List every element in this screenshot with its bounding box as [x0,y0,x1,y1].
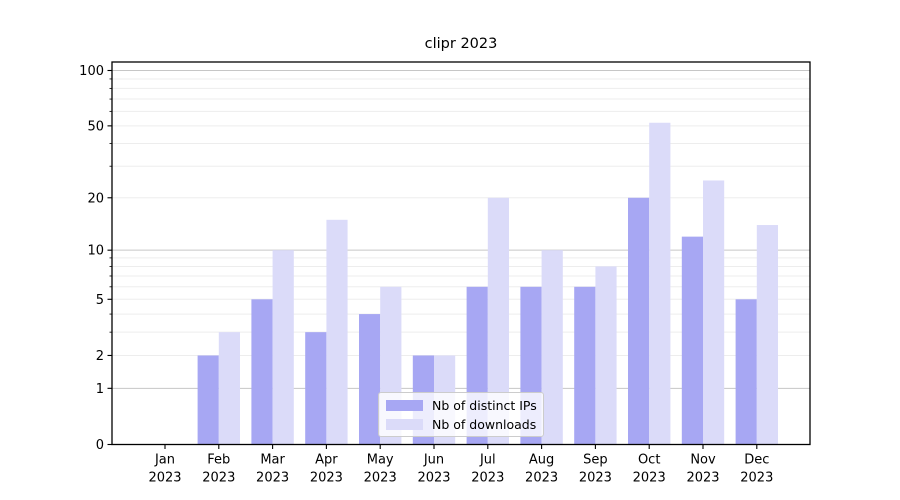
bar-distinct-ips [251,299,273,445]
legend-label-distinct-ips: Nb of distinct IPs [432,397,537,413]
x-tick-label-month: Dec [744,453,769,468]
bar-distinct-ips [681,236,703,445]
legend: Nb of distinct IPs Nb of downloads [378,392,544,437]
bar-distinct-ips [735,299,757,445]
x-tick-label-month: Sep [583,453,608,468]
x-tick-label-month: Oct [638,453,660,468]
bar-downloads [272,250,294,445]
legend-row-downloads: Nb of downloads [386,417,543,432]
x-tick-label-month: Feb [207,453,230,468]
y-tick-label: 2 [96,349,104,364]
bar-downloads [649,122,671,445]
x-tick-label-year: 2023 [417,471,450,486]
x-tick-label-year: 2023 [148,471,181,486]
bar-downloads [487,197,509,445]
legend-swatch-distinct-ips [386,399,423,411]
legend-swatch-downloads [386,418,423,430]
legend-label-downloads: Nb of downloads [432,416,537,432]
axis-frame [111,61,811,446]
bar-distinct-ips [197,355,219,445]
bar-downloads [326,219,348,445]
x-tick-label-month: Apr [315,453,338,468]
x-tick-label-year: 2023 [579,471,612,486]
bar-downloads [218,332,240,445]
y-tick-label: 1 [96,382,104,397]
x-tick-label-year: 2023 [310,471,343,486]
x-tick-label-month: Aug [529,453,554,468]
x-tick-label-year: 2023 [525,471,558,486]
y-tick-label: 5 [96,293,104,308]
bar-distinct-ips [628,197,650,445]
y-tick-label: 100 [79,64,104,79]
bar-distinct-ips [574,286,596,445]
x-tick-label-year: 2023 [740,471,773,486]
y-tick-label: 10 [87,244,104,259]
y-tick-label: 0 [96,438,104,453]
x-tick-label-year: 2023 [256,471,289,486]
x-tick-label-month: Jun [423,453,444,468]
x-tick-label-month: Jan [154,453,175,468]
legend-row-distinct-ips: Nb of distinct IPs [386,398,543,413]
x-tick-label-month: May [367,453,394,468]
y-tick-label: 20 [87,191,104,206]
x-tick-label-year: 2023 [686,471,719,486]
y-tick-label: 50 [87,119,104,134]
bar-downloads [595,266,617,445]
bar-downloads [756,225,778,445]
x-tick-label-year: 2023 [633,471,666,486]
x-tick-label-month: Nov [690,453,716,468]
x-tick-label-month: Mar [260,453,285,468]
bar-distinct-ips [305,332,327,445]
chart-title: clipr 2023 [424,36,498,52]
bar-downloads [541,250,563,445]
x-tick-label-year: 2023 [364,471,397,486]
x-tick-label-month: Jul [479,453,496,468]
x-tick-label-year: 2023 [202,471,235,486]
bar-downloads [703,180,725,445]
x-tick-label-year: 2023 [471,471,504,486]
bar-distinct-ips [359,314,381,445]
